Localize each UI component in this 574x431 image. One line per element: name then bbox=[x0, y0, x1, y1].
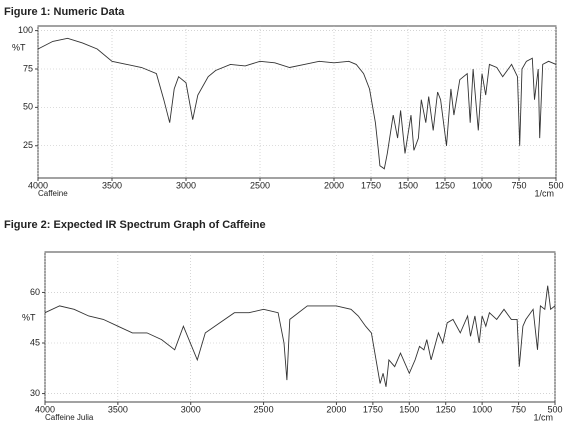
x-tick-label: 2500 bbox=[250, 180, 270, 190]
y-tick-label: 25 bbox=[23, 140, 33, 150]
y-tick-label: 45 bbox=[30, 337, 40, 347]
x-tick-label: 1250 bbox=[436, 404, 456, 414]
x-tick-label: 1000 bbox=[472, 180, 492, 190]
x-tick-label: 1750 bbox=[361, 180, 381, 190]
x-tick-label: 4000 bbox=[28, 180, 48, 190]
x-tick-label: 750 bbox=[511, 404, 526, 414]
x-tick-label: 2000 bbox=[324, 180, 344, 190]
x-tick-label: 2500 bbox=[254, 404, 274, 414]
y-axis-label: %T bbox=[12, 42, 26, 52]
x-tick-label: 500 bbox=[548, 180, 563, 190]
x-tick-label: 1000 bbox=[472, 404, 492, 414]
plot-frame bbox=[37, 25, 557, 179]
figure-title: Figure 2: Expected IR Spectrum Graph of … bbox=[4, 219, 266, 231]
x-axis-label: 1/cm bbox=[534, 188, 554, 198]
x-tick-label: 3000 bbox=[181, 404, 201, 414]
y-axis-label: %T bbox=[22, 312, 36, 322]
x-tick-label: 3500 bbox=[108, 404, 128, 414]
spectrum-line bbox=[37, 37, 557, 170]
x-tick-label: 750 bbox=[511, 180, 526, 190]
y-tick-label: 30 bbox=[30, 388, 40, 398]
x-tick-label: 500 bbox=[547, 404, 562, 414]
plot-frame bbox=[44, 251, 556, 403]
x-tick-label: 3000 bbox=[176, 180, 196, 190]
y-tick-label: 100 bbox=[18, 25, 33, 35]
x-tick-label: 1750 bbox=[363, 404, 383, 414]
y-tick-label: 75 bbox=[23, 63, 33, 73]
x-tick-label: 4000 bbox=[35, 404, 55, 414]
x-tick-label: 3500 bbox=[102, 180, 122, 190]
y-tick-label: 50 bbox=[23, 102, 33, 112]
x-tick-label: 1500 bbox=[399, 404, 419, 414]
sample-label: Caffeine bbox=[38, 189, 68, 198]
x-tick-label: 2000 bbox=[326, 404, 346, 414]
sample-label: Caffeine Julia bbox=[45, 413, 94, 422]
figure-title: Figure 1: Numeric Data bbox=[4, 6, 125, 18]
x-axis-label: 1/cm bbox=[533, 412, 553, 422]
y-tick-label: 60 bbox=[30, 287, 40, 297]
x-tick-label: 1250 bbox=[435, 180, 455, 190]
spectrum-line bbox=[44, 285, 556, 387]
x-tick-label: 1500 bbox=[398, 180, 418, 190]
